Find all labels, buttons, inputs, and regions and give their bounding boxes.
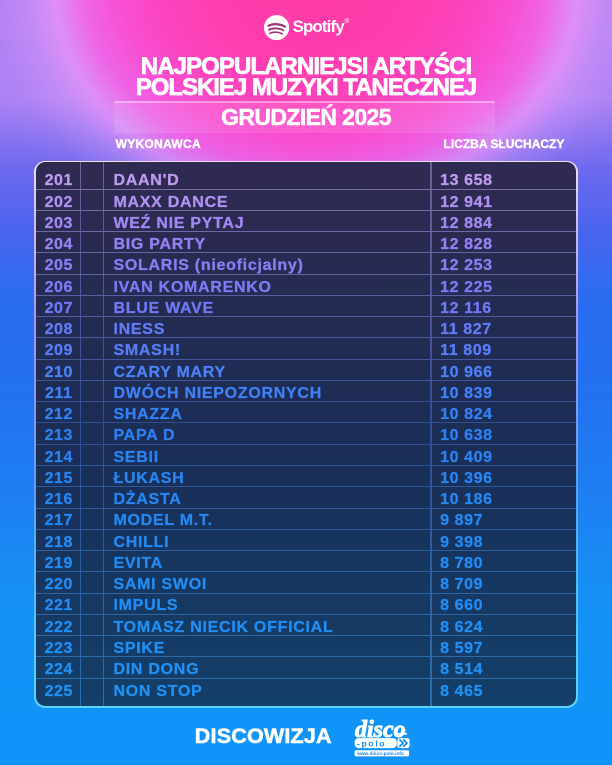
svg-text:-polo: -polo xyxy=(357,738,386,748)
svg-text:www.disco-polo.info: www.disco-polo.info xyxy=(356,751,404,757)
